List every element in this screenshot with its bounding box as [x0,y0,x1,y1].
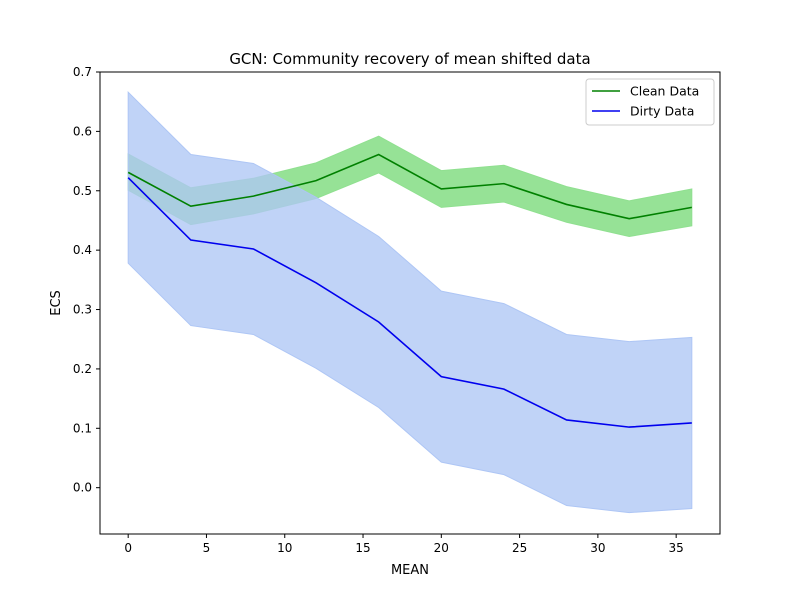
x-tick-label: 0 [124,541,132,555]
x-axis-ticks: 0 5 10 15 20 25 30 35 [124,534,684,555]
legend: Clean Data Dirty Data [585,78,715,126]
dirty-data-confidence-band [127,90,693,514]
y-tick-label: 0.7 [73,65,92,79]
y-tick-label: 0.2 [73,362,92,376]
y-axis-label: ECS [49,290,64,316]
series-lines [127,153,692,428]
y-tick-label: 0.6 [73,124,92,138]
y-tick-label: 0.3 [73,303,92,317]
y-tick-label: 0.4 [73,243,92,257]
dirty-data-legend-label: Dirty Data [630,104,694,119]
x-tick-label: 20 [434,541,449,555]
clean-data-line [127,153,692,220]
x-tick-label: 5 [203,541,211,555]
chart-title: GCN: Community recovery of mean shifted … [229,50,590,68]
x-tick-label: 10 [277,541,292,555]
dirty-data-line [127,177,692,428]
x-tick-label: 30 [590,541,605,555]
y-axis-ticks: 0.0 0.1 0.2 0.3 0.4 0.5 0.6 0.7 [73,65,100,495]
x-axis-label: MEAN [391,563,429,578]
clean-data-legend-label: Clean Data [630,84,699,99]
x-tick-label: 25 [512,541,527,555]
confidence-bands [127,90,693,514]
plot-area-frame [99,71,721,535]
x-tick-label: 15 [355,541,370,555]
x-tick-label: 35 [669,541,684,555]
y-tick-label: 0.1 [73,421,92,435]
y-tick-label: 0.0 [73,481,92,495]
y-tick-label: 0.5 [73,184,92,198]
